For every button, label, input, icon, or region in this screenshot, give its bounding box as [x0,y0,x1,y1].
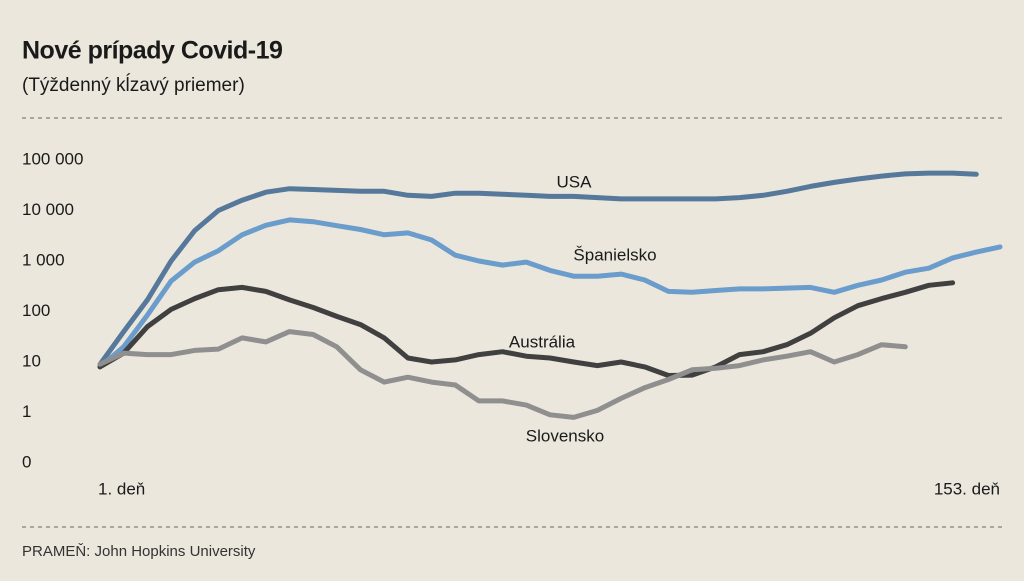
series-line [97,217,1003,370]
series-line [97,329,908,420]
y-tick-label: 10 000 [22,200,74,219]
y-tick-label: 10 [22,351,41,370]
chart-title: Nové prípady Covid-19 [22,37,282,65]
source: PRAMEŇ: John Hopkins University [22,543,256,560]
x-tick-label: 153. deň [934,479,1000,498]
y-tick-label: 1 [22,402,31,421]
series-line [97,280,956,378]
series-label: Austrália [509,332,576,351]
x-tick-label: 1. deň [98,479,145,498]
y-tick-label: 100 [22,301,50,320]
series-label: USA [557,172,593,191]
series-label: Slovensko [526,426,604,445]
y-tick-label: 0 [22,452,31,471]
y-tick-label: 100 000 [22,149,83,168]
series-label: Španielsko [573,245,656,264]
chart-subtitle: (Týždenný kĺzavý priemer) [22,74,245,96]
series-line [97,170,979,367]
y-tick-label: 1 000 [22,250,65,269]
